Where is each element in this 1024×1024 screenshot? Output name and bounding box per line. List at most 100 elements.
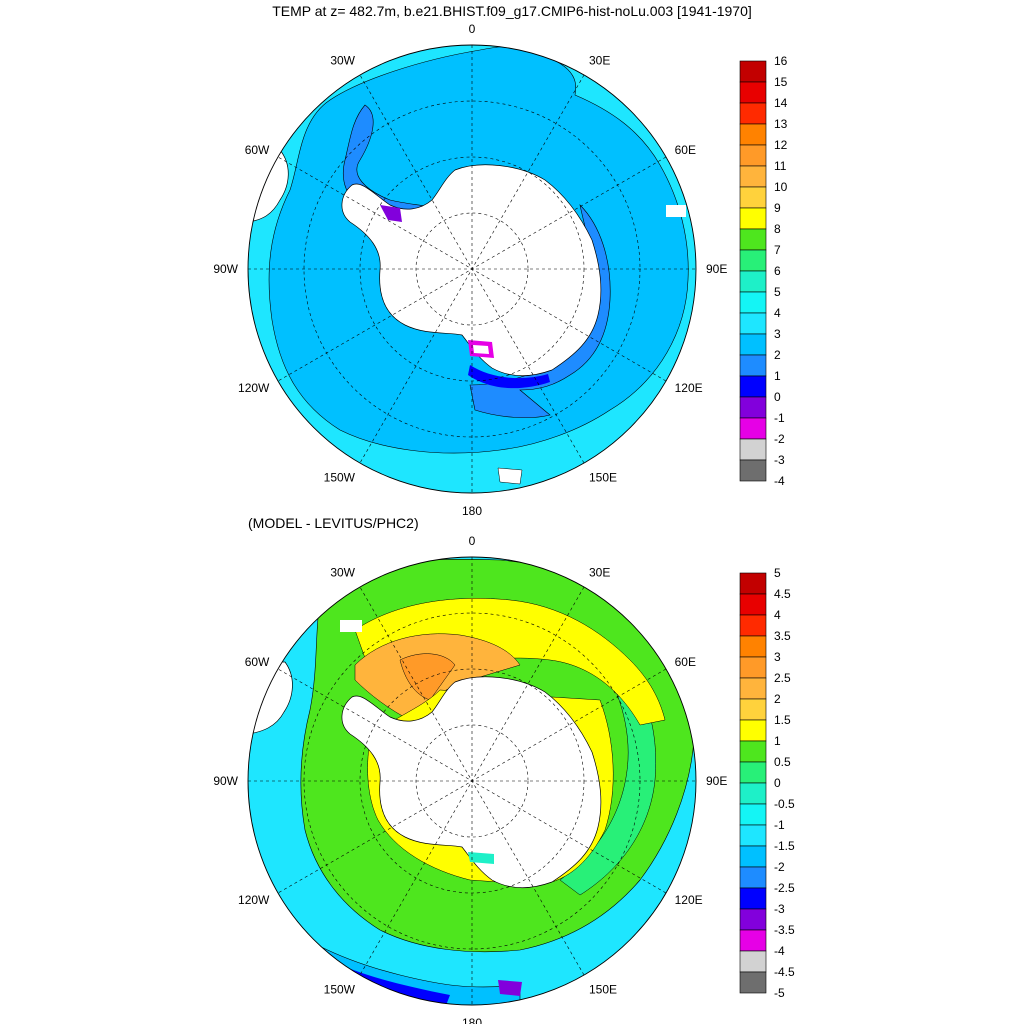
map2-colorbar-box xyxy=(739,866,767,889)
map1-colorbar-box xyxy=(739,417,767,440)
map2-colorbar-label: -3.5 xyxy=(774,923,795,937)
map2-colorbar-box xyxy=(739,593,767,616)
map1-colorbar-box xyxy=(739,123,767,146)
map1-colorbar-box xyxy=(739,186,767,209)
map2-colorbar-box xyxy=(739,908,767,931)
map1-colorbar-box xyxy=(739,144,767,167)
map2-lon-labels: 0 30E 60E 90E 120E 150E 180 150W 120W 90W 60W 30W xyxy=(213,534,727,1024)
map2-colorbar-label: -5 xyxy=(774,986,785,1000)
map2-colorbar-label: 1.5 xyxy=(774,713,791,727)
map2-colorbar-box xyxy=(739,656,767,679)
map1-colorbar-box xyxy=(739,102,767,125)
map2-colorbar-label: 5 xyxy=(774,566,781,580)
map1-colorbar-box xyxy=(739,249,767,272)
map2-island xyxy=(340,620,362,632)
map1-purple-patch xyxy=(380,205,402,222)
map2-lon-label-120w: 120W xyxy=(238,893,270,907)
map2-colorbar-label: -3 xyxy=(774,902,785,916)
map2-colorbar-box xyxy=(739,803,767,826)
map1-colorbar-label: 8 xyxy=(774,222,781,236)
map1-antarctica xyxy=(341,164,602,377)
map2-title: (MODEL - LEVITUS/PHC2) xyxy=(248,515,419,531)
map1-graticule xyxy=(248,45,696,493)
map1-colorbar-box xyxy=(739,81,767,104)
map2-boundary xyxy=(247,556,697,1006)
map2-colorbar-box xyxy=(739,761,767,784)
map1-lon-label-180: 180 xyxy=(462,504,482,518)
map2-colorbar-box xyxy=(739,929,767,952)
map1-lon-label-120e: 120E xyxy=(675,381,703,395)
map2-nz-patch xyxy=(498,980,522,996)
map2-colorbar-box xyxy=(739,635,767,658)
map1-lon-label-90e: 90E xyxy=(706,262,727,276)
map2-colorbar-box xyxy=(739,824,767,847)
map2-colorbar-box xyxy=(739,782,767,805)
map2-colorbar-label: 4 xyxy=(774,608,781,622)
map2-lon-label-30e: 30E xyxy=(589,565,610,579)
map1-colorbar-label: 12 xyxy=(774,138,788,152)
map1-colorbar-box xyxy=(739,60,767,83)
map1-lon-label-150e: 150E xyxy=(589,471,617,485)
map2-colorbar-label: 2 xyxy=(774,692,781,706)
map1-colorbar-label: 4 xyxy=(774,306,781,320)
map2-colorbar-label: -0.5 xyxy=(774,797,795,811)
map1-colorbar-label: 0 xyxy=(774,390,781,404)
map2-graticule xyxy=(248,557,696,1005)
map2-lon-label-90w: 90W xyxy=(213,774,238,788)
map1-nz-patch xyxy=(497,467,523,485)
map1-blue-strip xyxy=(468,365,550,389)
map1-boundary xyxy=(247,44,697,494)
map2-colorbar-box xyxy=(739,845,767,868)
map2-colorbar-label: -4.5 xyxy=(774,965,795,979)
map1-colorbar-box xyxy=(739,333,767,356)
map1-colorbar-box xyxy=(739,207,767,230)
map1-colorbar-label: 14 xyxy=(774,96,788,110)
map2-lon-label-60e: 60E xyxy=(675,655,696,669)
map2-colorbar-label: 4.5 xyxy=(774,587,791,601)
map1-colorbar-label: 1 xyxy=(774,369,781,383)
map2-teal-patch xyxy=(468,852,494,864)
map1-colorbar-box xyxy=(739,375,767,398)
map2-lon-label-0: 0 xyxy=(469,534,476,548)
map2-colorbar-box xyxy=(739,698,767,721)
map1-colorbar-label: 5 xyxy=(774,285,781,299)
map2-colorbar-box xyxy=(739,887,767,910)
map2-colorbar-box xyxy=(739,719,767,742)
map1-lon-label-150w: 150W xyxy=(324,471,356,485)
map1-colorbar-label: -1 xyxy=(774,411,785,425)
map2-colorbar-label: 0 xyxy=(774,776,781,790)
map2-colorbar-box xyxy=(739,971,767,994)
map2-colorbar-label: 3.5 xyxy=(774,629,791,643)
map2-colorbar-box xyxy=(739,677,767,700)
map1-colorbar-box xyxy=(739,459,767,482)
map1-colorbar-box xyxy=(739,354,767,377)
map2-lon-label-150w: 150W xyxy=(324,983,356,997)
map2-colorbar-box xyxy=(739,950,767,973)
map2-lon-label-120e: 120E xyxy=(675,893,703,907)
map2-colorbar-box xyxy=(739,740,767,763)
map2-antarctica xyxy=(341,676,602,889)
map1-lon-label-30e: 30E xyxy=(589,53,610,67)
map2-colorbar-label: -2 xyxy=(774,860,785,874)
map1-title: TEMP at z= 482.7m, b.e21.BHIST.f09_g17.C… xyxy=(272,3,752,19)
map2-colorbar-label: -2.5 xyxy=(774,881,795,895)
map1-colorbar-box xyxy=(739,228,767,251)
map1-colorbar-label: 10 xyxy=(774,180,788,194)
map1-lon-label-60w: 60W xyxy=(245,143,270,157)
map1-colorbar-label: -4 xyxy=(774,474,785,488)
map2-lon-label-60w: 60W xyxy=(245,655,270,669)
map1-colorbar-label: 6 xyxy=(774,264,781,278)
map1-colorbar-label: 13 xyxy=(774,117,788,131)
map1-colorbar-box xyxy=(739,312,767,335)
map1-colorbar-box xyxy=(739,396,767,419)
map1-colorbar-label: 2 xyxy=(774,348,781,362)
map1-island xyxy=(666,205,686,217)
map1-colorbar-label: 16 xyxy=(774,54,788,68)
map1-lon-labels: 0 30E 60E 90E 120E 150E 180 150W 120W 90W 60W 30W xyxy=(213,22,727,518)
map1-colorbar-box xyxy=(739,438,767,461)
map2-colorbar-box xyxy=(739,572,767,595)
map2-colorbar-label: 1 xyxy=(774,734,781,748)
map2-colorbar-box xyxy=(739,614,767,637)
